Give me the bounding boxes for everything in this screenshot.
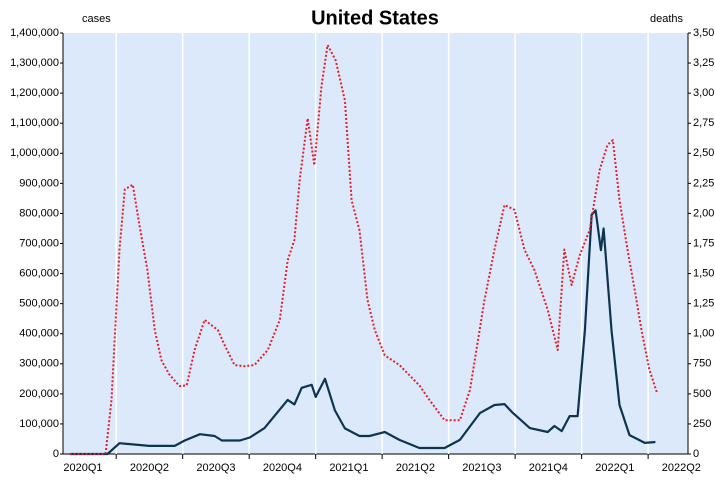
x-tick-label: 2020Q1 xyxy=(63,462,102,474)
y-tick-label: 900,000 xyxy=(19,177,59,189)
y-axis-label: cases xyxy=(82,13,111,25)
y-tick-label: 1,300,000 xyxy=(10,57,59,69)
y-tick-label: 0 xyxy=(53,448,59,460)
y-tick-label: 300,000 xyxy=(19,358,59,370)
y2-tick-label: 2,00 xyxy=(693,207,714,219)
y-tick-label: 200,000 xyxy=(19,388,59,400)
y2-tick-label: 500 xyxy=(693,388,711,400)
y2-tick-label: 3,25 xyxy=(693,57,714,69)
y-tick-label: 100,000 xyxy=(19,418,59,430)
x-tick-label: 2020Q2 xyxy=(130,462,169,474)
y2-tick-label: 2,25 xyxy=(693,177,714,189)
y2-tick-label: 1,50 xyxy=(693,267,714,279)
y-tick-label: 600,000 xyxy=(19,267,59,279)
series-line xyxy=(69,44,658,455)
plot-area xyxy=(63,33,688,454)
y2-tick-label: 3,00 xyxy=(693,87,714,99)
x-tick-label: 2021Q1 xyxy=(329,462,368,474)
y2-tick-label: 250 xyxy=(693,418,711,430)
y-tick-label: 400,000 xyxy=(19,328,59,340)
y-tick-label: 1,000,000 xyxy=(10,147,59,159)
y2-tick-label: 1,00 xyxy=(693,328,714,340)
y-tick-label: 500,000 xyxy=(19,298,59,310)
x-tick-label: 2022Q1 xyxy=(595,462,634,474)
y2-tick-label: 0 xyxy=(693,448,699,460)
y-tick-label: 1,400,000 xyxy=(10,27,59,39)
y2-tick-label: 2,75 xyxy=(693,117,714,129)
y2-tick-label: 1,25 xyxy=(693,298,714,310)
x-tick-label: 2020Q3 xyxy=(196,462,235,474)
y2-axis-label: deaths xyxy=(650,13,684,25)
x-tick-label: 2021Q3 xyxy=(462,462,501,474)
x-tick-label: 2020Q4 xyxy=(263,462,302,474)
y-tick-label: 1,100,000 xyxy=(10,117,59,129)
y2-tick-label: 1,75 xyxy=(693,237,714,249)
y-tick-label: 1,200,000 xyxy=(10,87,59,99)
y2-tick-label: 750 xyxy=(693,358,711,370)
y-tick-label: 800,000 xyxy=(19,207,59,219)
y2-tick-label: 3,50 xyxy=(693,27,714,39)
x-tick-label: 2021Q4 xyxy=(529,462,568,474)
chart-title: United States xyxy=(311,7,439,29)
y2-tick-label: 2,50 xyxy=(693,147,714,159)
series-line xyxy=(69,209,656,456)
y-tick-label: 700,000 xyxy=(19,237,59,249)
x-tick-label: 2021Q2 xyxy=(396,462,435,474)
x-tick-label: 2022Q2 xyxy=(662,462,701,474)
